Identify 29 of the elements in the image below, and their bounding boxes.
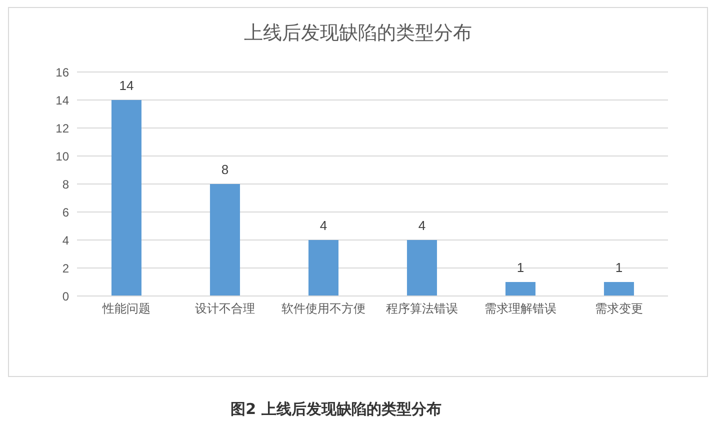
data-label: 14 bbox=[119, 78, 134, 93]
bar bbox=[111, 100, 142, 296]
y-tick-label: 2 bbox=[62, 261, 70, 276]
y-tick-label: 6 bbox=[62, 205, 70, 220]
data-label: 1 bbox=[615, 260, 623, 275]
x-tick-label: 性能问题 bbox=[101, 302, 150, 316]
x-tick-label: 设计不合理 bbox=[194, 302, 255, 316]
bar bbox=[604, 282, 634, 296]
y-tick-label: 10 bbox=[56, 149, 70, 164]
x-tick-label: 需求理解错误 bbox=[484, 302, 556, 316]
chart-title: 上线后发现缺陷的类型分布 bbox=[243, 21, 473, 46]
caption: 图2 上线后发现缺陷的类型分布 bbox=[230, 400, 442, 419]
y-tick-label: 12 bbox=[56, 121, 70, 136]
bar bbox=[505, 282, 536, 296]
y-tick-label: 16 bbox=[56, 65, 70, 80]
x-tick-label: 软件使用不方便 bbox=[281, 302, 366, 316]
y-tick-label: 0 bbox=[62, 289, 70, 304]
y-tick-label: 14 bbox=[56, 93, 70, 108]
bar bbox=[308, 240, 338, 296]
bar bbox=[406, 240, 437, 296]
data-label: 1 bbox=[516, 260, 524, 275]
y-tick-label: 8 bbox=[62, 177, 70, 192]
data-label: 4 bbox=[418, 218, 426, 233]
y-tick-label: 4 bbox=[62, 233, 70, 248]
data-label: 8 bbox=[221, 162, 229, 177]
data-label: 4 bbox=[320, 218, 328, 233]
x-tick-label: 程序算法错误 bbox=[386, 302, 458, 316]
bar bbox=[210, 184, 240, 296]
x-tick-label: 需求变更 bbox=[594, 302, 643, 316]
